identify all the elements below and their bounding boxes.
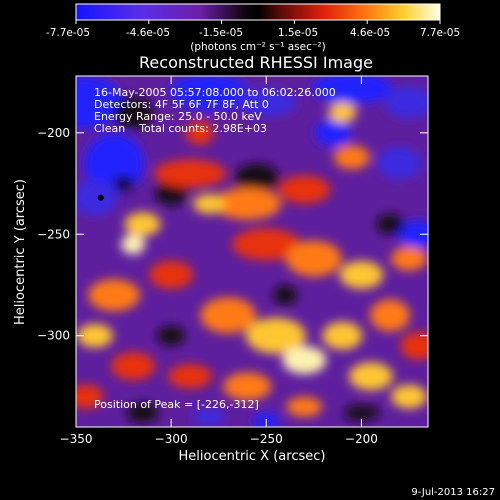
x-tick-label: −200 — [345, 432, 378, 446]
intensity-blob — [328, 102, 357, 123]
intensity-blob — [278, 175, 331, 204]
y-tick-label: −250 — [37, 227, 70, 241]
annotation-time-range: 16-May-2005 05:57:08.000 to 06:02:26.000 — [94, 86, 336, 99]
intensity-blob — [223, 372, 272, 401]
intensity-blob — [77, 323, 114, 348]
intensity-blob — [285, 240, 342, 277]
y-tick-label: −200 — [37, 126, 70, 140]
x-axis: −350 −300 −250 −200 — [60, 76, 378, 446]
intensity-blob — [200, 297, 257, 334]
plot-frame — [75, 75, 429, 428]
intensity-blob — [185, 120, 214, 145]
intensity-blob — [273, 285, 298, 306]
intensity-blob — [400, 331, 428, 360]
annotation-detectors: Detectors: 4F 5F 6F 7F 8F, Att 0 — [94, 98, 269, 111]
colorbar-tick-label-3: 1.5e-05 — [278, 27, 318, 39]
x-tick-label: −300 — [155, 432, 188, 446]
intensity-blob — [154, 159, 227, 188]
intensity-blob — [369, 299, 410, 332]
intensity-blob — [88, 279, 141, 312]
intensity-blob — [333, 145, 370, 170]
colorbar-tick-label-2: -1.5e-05 — [199, 27, 243, 39]
intensity-blob — [126, 402, 159, 423]
intensity-blob — [390, 246, 427, 271]
colorbar: -7.7e-05 -4.6e-05 -1.5e-05 1.5e-05 4.6e-… — [46, 3, 460, 53]
colorbar-gradient — [75, 3, 441, 21]
intensity-blob — [113, 96, 154, 129]
intensity-blob — [384, 86, 428, 119]
y-tick-label: −300 — [37, 329, 70, 343]
intensity-blob — [343, 404, 380, 421]
intensity-blob — [121, 234, 146, 255]
colorbar-unit-label: (photons cm⁻² s⁻¹ asec⁻²) — [190, 41, 325, 53]
colorbar-ticks — [75, 20, 441, 24]
intensity-blob — [236, 88, 297, 117]
intensity-blob — [348, 362, 393, 391]
intensity-blob — [169, 76, 250, 111]
x-tick-label: −250 — [250, 432, 283, 446]
x-tick-label: −350 — [60, 432, 93, 446]
colorbar-tick-label-1: -4.6e-05 — [126, 27, 170, 39]
intensity-blob — [377, 147, 422, 180]
chart-title: Reconstructed RHESSI Image — [139, 53, 373, 72]
intensity-blob — [157, 325, 186, 346]
intensity-blob — [311, 76, 392, 105]
intensity-blob — [149, 260, 194, 289]
intensity-blob — [193, 408, 226, 425]
colorbar-tick-label-4: 4.6e-05 — [350, 27, 390, 39]
intensity-blob — [76, 179, 118, 216]
intensity-blob — [193, 193, 226, 214]
intensity-blob — [111, 352, 156, 381]
intensity-blob — [286, 396, 323, 417]
intensity-blob — [113, 175, 134, 192]
intensity-map — [76, 76, 428, 427]
intensity-blob — [124, 212, 161, 237]
intensity-blob — [339, 260, 384, 289]
intensity-blob — [282, 346, 327, 375]
intensity-blob — [76, 384, 104, 409]
intensity-blob — [390, 384, 427, 409]
peak-marker — [97, 194, 104, 201]
colorbar-tick-label-0: -7.7e-05 — [46, 27, 90, 39]
intensity-blob — [245, 317, 306, 354]
intensity-blob — [398, 220, 428, 249]
intensity-blob — [168, 364, 213, 389]
intensity-blob — [232, 228, 301, 261]
colorbar-tick-label-5: 7.7e-05 — [420, 27, 460, 39]
intensity-blob — [155, 181, 188, 206]
intensity-blob — [375, 214, 404, 235]
y-axis-label: Heliocentric Y (arcsec) — [13, 179, 28, 325]
intensity-blob — [76, 76, 124, 129]
intensity-blob — [213, 187, 282, 220]
annotation-peak-position: Position of Peak = [-226,-312] — [94, 398, 259, 411]
intensity-blob — [234, 163, 279, 192]
intensity-blob — [322, 321, 363, 350]
plot-area — [76, 76, 428, 427]
y-axis: −200 −250 −300 — [37, 126, 428, 343]
annotation-clean-counts: Clean Total counts: 2.98E+03 — [94, 122, 267, 135]
plot-timestamp: 9-Jul-2013 16:27 — [411, 487, 495, 498]
x-axis-label: Heliocentric X (arcsec) — [179, 449, 326, 464]
intensity-blob — [314, 118, 351, 147]
annotation-energy-range: Energy Range: 25.0 - 50.0 keV — [94, 110, 262, 123]
